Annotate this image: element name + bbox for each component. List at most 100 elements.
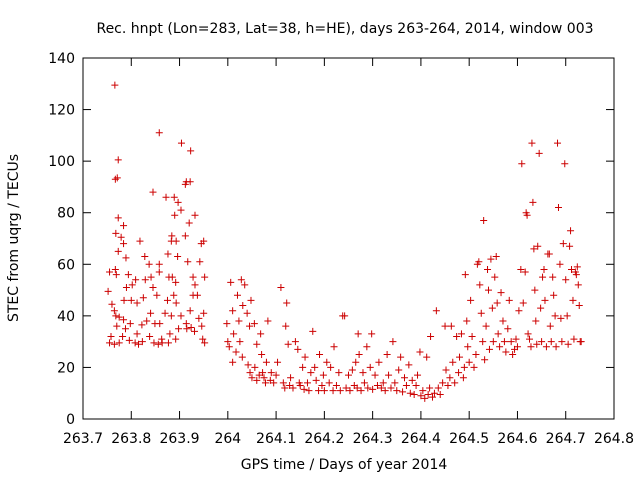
data-point [439,379,447,387]
data-point [348,366,356,374]
data-point [251,363,259,371]
data-point [146,332,154,340]
data-point [432,307,440,315]
data-point [133,299,141,307]
data-point [359,369,367,377]
data-point [138,321,146,329]
data-point [417,392,425,400]
data-point [459,374,467,382]
data-point [364,384,372,392]
data-point [546,322,554,330]
data-point [534,242,542,250]
data-point [457,330,465,338]
data-point [119,332,127,340]
data-point [303,379,311,387]
data-point [133,330,141,338]
data-point [257,330,265,338]
x-tick-label: 264.7 [546,431,586,447]
data-point [488,304,496,312]
data-point [481,356,489,364]
data-point [258,351,266,359]
data-point [320,387,328,395]
data-point [229,358,237,366]
data-point [128,281,136,289]
data-point [110,340,118,348]
data-point [434,384,442,392]
data-point [227,278,235,286]
data-point [385,371,393,379]
data-point [464,343,472,351]
data-point [402,381,410,389]
data-point [253,376,261,384]
data-point [172,335,180,343]
data-point [296,381,304,389]
data-point [191,211,199,219]
data-point [316,351,324,359]
y-tick-label: 140 [48,51,75,67]
x-tick-label: 263.9 [159,431,199,447]
data-point [524,330,532,338]
data-point [112,312,120,320]
data-point [264,317,272,325]
data-point [485,345,493,353]
data-point [174,253,182,261]
data-point [397,353,405,361]
data-point [538,338,546,346]
data-point [341,312,349,320]
data-point [168,232,176,240]
data-point [177,312,185,320]
x-tick-label: 264 [214,431,241,447]
data-point [294,345,302,353]
data-point [436,391,444,399]
data-point [487,255,495,263]
data-point [185,219,193,227]
data-point [526,335,534,343]
data-point [545,250,553,258]
data-point [107,332,115,340]
data-point [283,299,291,307]
data-point [419,387,427,395]
data-point [381,387,389,395]
data-point [166,330,174,338]
data-point [289,384,297,392]
data-point [494,330,502,338]
data-point [330,343,338,351]
x-tick-label: 264.4 [401,431,441,447]
y-tick-label: 40 [57,309,75,325]
y-tick-label: 80 [57,206,75,222]
data-point [345,371,352,379]
data-point [143,317,151,325]
data-point [489,338,497,346]
data-point [461,271,469,279]
data-point [531,286,539,294]
data-point [191,327,199,335]
data-point [513,343,521,351]
data-point [147,309,155,317]
y-tick-label: 60 [57,257,75,273]
data-point [484,265,492,273]
x-tick-label: 264.8 [594,431,634,447]
data-point [305,387,313,395]
data-point [120,222,128,230]
data-point [193,291,201,299]
data-point [106,268,114,276]
data-point [233,291,241,299]
data-point [260,374,268,382]
data-point [559,240,567,248]
x-tick-label: 264.5 [449,431,489,447]
data-point [131,339,139,347]
plot-border [82,57,615,420]
data-point [379,379,387,387]
data-point [135,340,143,348]
data-point [467,296,475,304]
data-point [383,351,391,359]
data-point [564,340,572,348]
data-point [125,336,133,344]
data-point [141,253,149,261]
data-point [236,338,244,346]
data-point [449,358,457,366]
data-point [357,387,365,395]
data-point [500,338,508,346]
data-point [149,283,157,291]
